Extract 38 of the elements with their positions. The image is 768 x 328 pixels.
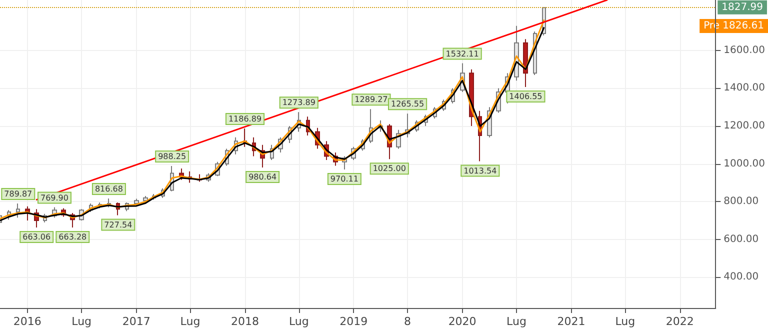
annotation: 769.90 (40, 193, 68, 202)
x-tick-label: Lug (180, 315, 200, 328)
annotation: 727.54 (104, 220, 132, 230)
annotation: 1025.00 (372, 164, 406, 174)
x-tick-label: 2022 (666, 315, 694, 328)
x-tick-label: 2021 (557, 315, 586, 328)
x-tick-label: 2018 (231, 315, 259, 328)
annotation: 1532.11 (446, 49, 479, 58)
x-tick-label: 2017 (122, 315, 150, 328)
y-tick-label: 400.00 (724, 272, 759, 283)
x-tick-label: Lug (72, 315, 92, 328)
x-tick-label: Lug (288, 315, 309, 328)
x-tick-label: Lug (615, 315, 636, 328)
y-tick-label: 600.00 (724, 234, 759, 245)
annotation: 980.64 (248, 172, 277, 182)
annotation: 1273.89 (282, 98, 316, 108)
ref-line-label: 1827.99 (722, 2, 764, 13)
annotation: 1406.55 (509, 92, 542, 102)
x-tick-label: 8 (404, 315, 412, 328)
annotation: 816.68 (94, 184, 123, 194)
x-tick-label: 2016 (13, 315, 42, 328)
y-tick-label: 1600.00 (724, 44, 766, 56)
annotation: 1013.54 (464, 166, 497, 176)
annotation: 663.06 (22, 232, 51, 242)
y-tick-label: 800.00 (724, 196, 759, 208)
x-tick-label: 2019 (340, 315, 368, 328)
x-tick-label: 2020 (448, 315, 476, 328)
annotation: 663.28 (58, 232, 87, 242)
annotation: 1265.55 (390, 100, 424, 109)
annotation: 789.87 (4, 190, 32, 199)
annotation: 988.25 (158, 152, 186, 162)
y-tick-label: 1200.00 (724, 120, 766, 132)
y-tick-label: 1000.00 (724, 158, 766, 170)
y-tick-label: 1400.00 (724, 82, 766, 94)
x-tick-label: Lug (506, 315, 526, 328)
annotation: 1186.89 (228, 114, 262, 124)
annotation: 1289.27 (354, 95, 388, 104)
annotation: 970.11 (330, 174, 358, 184)
